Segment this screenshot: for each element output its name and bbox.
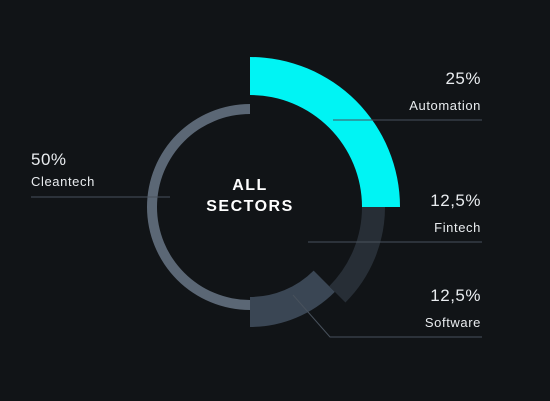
center-label-line-2: SECTORS: [206, 198, 294, 215]
slice-automation: [250, 57, 400, 207]
slice-software: [250, 270, 335, 327]
fintech-percent: 12,5%: [430, 191, 481, 210]
automation-percent: 25%: [445, 69, 481, 88]
automation-label: Automation: [409, 98, 481, 113]
fintech-label: Fintech: [434, 220, 481, 235]
cleantech-label: Cleantech: [31, 174, 95, 189]
slice-fintech: [329, 207, 385, 303]
software-leader-line: [292, 294, 482, 338]
software-percent: 12,5%: [430, 286, 481, 305]
center-label-line-1: ALL: [232, 177, 268, 194]
center-label: ALL SECTORS: [186, 175, 314, 217]
cleantech-percent: 50%: [31, 150, 67, 169]
software-label: Software: [424, 315, 481, 330]
